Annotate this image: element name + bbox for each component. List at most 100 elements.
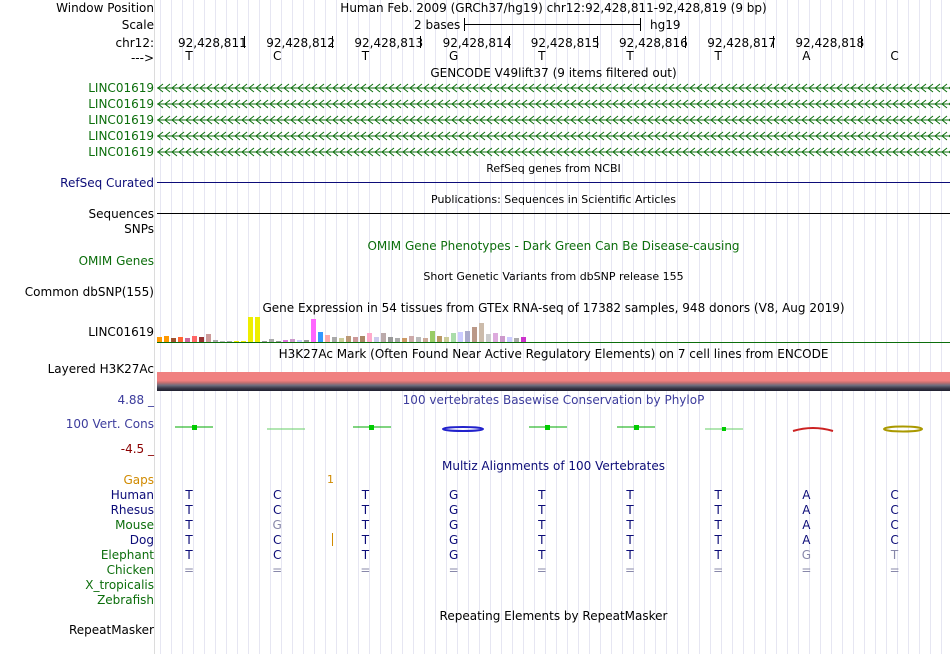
alignment-base: G [448, 503, 459, 517]
refseq-gene-line[interactable] [157, 182, 950, 183]
sequences-label[interactable]: Sequences [88, 207, 154, 221]
gtex-tissue-bar[interactable] [402, 338, 407, 342]
h3k27-signal[interactable] [157, 372, 950, 391]
gtex-tissue-bar[interactable] [374, 337, 379, 342]
pubs-title[interactable]: Publications: Sequences in Scientific Ar… [431, 193, 676, 206]
species-label[interactable]: X_tropicalis [85, 578, 154, 592]
species-label[interactable]: Zebrafish [97, 593, 154, 607]
gtex-title[interactable]: Gene Expression in 54 tissues from GTEx … [262, 301, 845, 315]
gtex-tissue-bar[interactable] [486, 334, 491, 342]
gtex-tissue-bar[interactable] [185, 338, 190, 342]
gencode-item-label[interactable]: LINC01619 [88, 113, 154, 127]
phylop-title[interactable]: 100 vertebrates Basewise Conservation by… [402, 393, 705, 407]
phylop-label[interactable]: 100 Vert. Cons [65, 417, 154, 431]
gtex-tissue-bar[interactable] [423, 338, 428, 342]
gtex-bar-chart[interactable] [157, 316, 950, 342]
alignment-base: = [360, 563, 371, 577]
h3k27-label[interactable]: Layered H3K27Ac [47, 362, 154, 376]
position-tick [685, 36, 686, 48]
gtex-tissue-bar[interactable] [290, 339, 295, 342]
gtex-tissue-bar[interactable] [388, 337, 393, 342]
gtex-tissue-bar[interactable] [311, 319, 316, 342]
gtex-tissue-bar[interactable] [283, 340, 288, 342]
gencode-gene-arrows[interactable] [157, 146, 950, 158]
gtex-tissue-bar[interactable] [381, 333, 386, 342]
gtex-tissue-bar[interactable] [262, 341, 267, 342]
gencode-title[interactable]: GENCODE V49lift37 (9 items filtered out) [430, 66, 677, 80]
gtex-tissue-bar[interactable] [199, 337, 204, 342]
omim-title[interactable]: OMIM Gene Phenotypes - Dark Green Can Be… [367, 239, 740, 253]
species-label[interactable]: Mouse [115, 518, 154, 532]
gencode-item-label[interactable]: LINC01619 [88, 145, 154, 159]
dbsnp-label[interactable]: Common dbSNP(155) [24, 285, 154, 299]
gtex-tissue-bar[interactable] [507, 337, 512, 342]
refseq-label[interactable]: RefSeq Curated [60, 176, 154, 190]
species-label[interactable]: Dog [129, 533, 154, 547]
grid-line [776, 0, 777, 654]
gtex-tissue-bar[interactable] [234, 341, 239, 342]
gtex-tissue-bar[interactable] [500, 336, 505, 342]
gencode-gene-arrows[interactable] [157, 98, 950, 110]
gtex-tissue-bar[interactable] [479, 323, 484, 342]
gencode-gene-arrows[interactable] [157, 114, 950, 126]
species-label[interactable]: Human [110, 488, 154, 502]
gtex-tissue-bar[interactable] [248, 317, 253, 342]
gtex-tissue-bar[interactable] [514, 338, 519, 342]
gtex-tissue-bar[interactable] [304, 340, 309, 342]
gtex-tissue-bar[interactable] [255, 317, 260, 342]
gtex-tissue-bar[interactable] [269, 339, 274, 342]
gtex-tissue-bar[interactable] [157, 337, 162, 342]
dbsnp-title[interactable]: Short Genetic Variants from dbSNP releas… [423, 270, 684, 283]
gtex-tissue-bar[interactable] [178, 337, 183, 342]
gtex-tissue-bar[interactable] [241, 341, 246, 342]
gtex-tissue-bar[interactable] [458, 332, 463, 342]
gaps-label[interactable]: Gaps [123, 473, 154, 487]
gtex-tissue-bar[interactable] [367, 333, 372, 342]
species-label[interactable]: Rhesus [110, 503, 154, 517]
gtex-tissue-bar[interactable] [297, 340, 302, 342]
gtex-tissue-bar[interactable] [171, 338, 176, 342]
phylop-glyphs[interactable] [157, 420, 950, 436]
multiz-title[interactable]: Multiz Alignments of 100 Vertebrates [441, 459, 666, 473]
gtex-tissue-bar[interactable] [192, 336, 197, 342]
repeat-title[interactable]: Repeating Elements by RepeatMasker [439, 609, 668, 623]
repeat-label[interactable]: RepeatMasker [68, 623, 154, 637]
gtex-tissue-bar[interactable] [430, 331, 435, 342]
gtex-tissue-bar[interactable] [227, 341, 232, 342]
h3k27-title[interactable]: H3K27Ac Mark (Often Found Near Active Re… [278, 347, 829, 361]
gtex-tissue-bar[interactable] [409, 336, 414, 342]
gtex-tissue-bar[interactable] [339, 338, 344, 342]
gtex-tissue-bar[interactable] [220, 341, 225, 342]
gtex-tissue-bar[interactable] [276, 341, 281, 342]
gtex-tissue-bar[interactable] [416, 337, 421, 342]
gencode-item-label[interactable]: LINC01619 [88, 81, 154, 95]
gtex-tissue-bar[interactable] [353, 337, 358, 342]
gtex-tissue-bar[interactable] [493, 333, 498, 342]
refseq-title[interactable]: RefSeq genes from NCBI [486, 162, 621, 175]
gencode-gene-arrows[interactable] [157, 82, 950, 94]
gtex-tissue-bar[interactable] [206, 334, 211, 342]
gtex-tissue-bar[interactable] [332, 337, 337, 342]
gtex-tissue-bar[interactable] [213, 340, 218, 342]
gencode-item-label[interactable]: LINC01619 [88, 129, 154, 143]
species-label[interactable]: Chicken [106, 563, 154, 577]
gtex-tissue-bar[interactable] [472, 327, 477, 342]
gtex-tissue-bar[interactable] [521, 337, 526, 342]
gtex-tissue-bar[interactable] [451, 333, 456, 342]
sequences-line[interactable] [157, 213, 950, 214]
gtex-tissue-bar[interactable] [395, 338, 400, 342]
gtex-tissue-bar[interactable] [360, 336, 365, 342]
species-label[interactable]: Elephant [100, 548, 154, 562]
gtex-label[interactable]: LINC01619 [88, 325, 154, 339]
gtex-tissue-bar[interactable] [318, 332, 323, 342]
gencode-gene-arrows[interactable] [157, 130, 950, 142]
omim-label[interactable]: OMIM Genes [78, 254, 154, 268]
gencode-item-label[interactable]: LINC01619 [88, 97, 154, 111]
snps-label[interactable]: SNPs [124, 222, 154, 236]
gtex-tissue-bar[interactable] [325, 335, 330, 342]
gtex-tissue-bar[interactable] [437, 336, 442, 342]
gtex-tissue-bar[interactable] [164, 336, 169, 342]
gtex-tissue-bar[interactable] [444, 337, 449, 342]
gtex-tissue-bar[interactable] [346, 336, 351, 342]
gtex-tissue-bar[interactable] [465, 331, 470, 342]
